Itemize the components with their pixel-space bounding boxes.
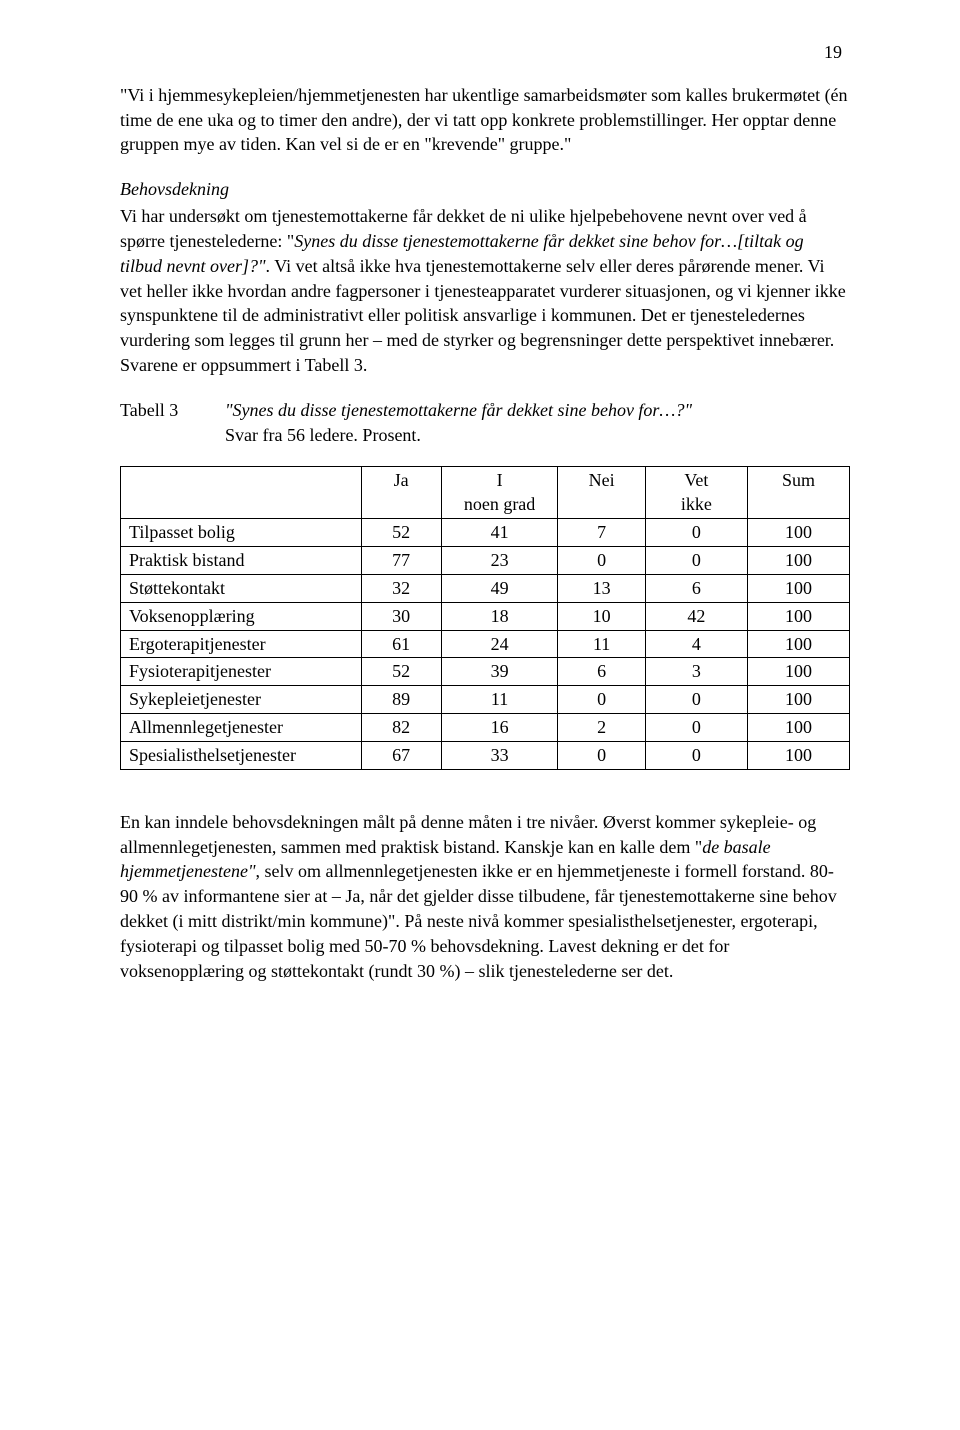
table-num-cell: 11 <box>558 630 645 658</box>
table-num-cell: 42 <box>645 602 747 630</box>
table-num-cell: 11 <box>441 686 558 714</box>
table-header-cell: Nei <box>558 466 645 519</box>
table-num-cell: 0 <box>645 714 747 742</box>
page-number: 19 <box>120 40 850 65</box>
table-num-cell: 6 <box>645 574 747 602</box>
table-num-cell: 13 <box>558 574 645 602</box>
table-num-cell: 3 <box>645 658 747 686</box>
table-row: Ergoterapitjenester6124114100 <box>121 630 850 658</box>
table-num-cell: 67 <box>361 741 441 769</box>
table-num-cell: 6 <box>558 658 645 686</box>
table-num-cell: 32 <box>361 574 441 602</box>
table-num-cell: 18 <box>441 602 558 630</box>
table-num-cell: 30 <box>361 602 441 630</box>
table-header-cell: Vetikke <box>645 466 747 519</box>
table-row: Støttekontakt3249136100 <box>121 574 850 602</box>
table-header-cell <box>121 466 362 519</box>
table-caption-italic: "Synes du disse tjenestemottakerne får d… <box>225 400 692 420</box>
section-heading: Behovsdekning <box>120 177 850 202</box>
table-label: Tabell 3 <box>120 398 225 448</box>
table-num-cell: 100 <box>747 602 849 630</box>
table-label-cell: Fysioterapitjenester <box>121 658 362 686</box>
table-num-cell: 10 <box>558 602 645 630</box>
table-label-cell: Spesialisthelsetjenester <box>121 741 362 769</box>
table-row: Spesialisthelsetjenester673300100 <box>121 741 850 769</box>
data-table: JaInoen gradNeiVetikkeSum Tilpasset boli… <box>120 466 850 770</box>
table-row: Voksenopplæring30181042100 <box>121 602 850 630</box>
table-num-cell: 0 <box>558 547 645 575</box>
table-num-cell: 0 <box>645 686 747 714</box>
table-num-cell: 52 <box>361 519 441 547</box>
table-num-cell: 7 <box>558 519 645 547</box>
table-header-cell: Inoen grad <box>441 466 558 519</box>
table-num-cell: 0 <box>558 686 645 714</box>
table-num-cell: 100 <box>747 630 849 658</box>
table-label-cell: Støttekontakt <box>121 574 362 602</box>
table-num-cell: 100 <box>747 574 849 602</box>
quote-paragraph: "Vi i hjemmesykepleien/hjemmetjenesten h… <box>120 83 850 157</box>
table-num-cell: 52 <box>361 658 441 686</box>
table-row: Tilpasset bolig524170100 <box>121 519 850 547</box>
table-row: Fysioterapitjenester523963100 <box>121 658 850 686</box>
table-num-cell: 41 <box>441 519 558 547</box>
table-num-cell: 23 <box>441 547 558 575</box>
table-label-cell: Voksenopplæring <box>121 602 362 630</box>
table-header-row: JaInoen gradNeiVetikkeSum <box>121 466 850 519</box>
table-num-cell: 4 <box>645 630 747 658</box>
table-caption-rest: Svar fra 56 ledere. Prosent. <box>225 425 421 445</box>
table-num-cell: 77 <box>361 547 441 575</box>
table-label-cell: Ergoterapitjenester <box>121 630 362 658</box>
table-body: Tilpasset bolig524170100Praktisk bistand… <box>121 519 850 769</box>
table-num-cell: 82 <box>361 714 441 742</box>
table-num-cell: 100 <box>747 658 849 686</box>
table-header-cell: Ja <box>361 466 441 519</box>
table-label-cell: Tilpasset bolig <box>121 519 362 547</box>
table-num-cell: 100 <box>747 714 849 742</box>
table-num-cell: 100 <box>747 741 849 769</box>
table-num-cell: 100 <box>747 547 849 575</box>
table-num-cell: 100 <box>747 519 849 547</box>
table-num-cell: 33 <box>441 741 558 769</box>
table-num-cell: 0 <box>645 741 747 769</box>
table-num-cell: 89 <box>361 686 441 714</box>
table-caption: Tabell 3 "Synes du disse tjenestemottake… <box>120 398 850 448</box>
table-num-cell: 0 <box>645 519 747 547</box>
table-label-cell: Praktisk bistand <box>121 547 362 575</box>
table-num-cell: 24 <box>441 630 558 658</box>
table-header-cell: Sum <box>747 466 849 519</box>
table-row: Allmennlegetjenester821620100 <box>121 714 850 742</box>
table-num-cell: 0 <box>645 547 747 575</box>
closing-paragraph: En kan inndele behovsdekningen målt på d… <box>120 810 850 984</box>
table-num-cell: 100 <box>747 686 849 714</box>
table-label-cell: Sykepleietjenester <box>121 686 362 714</box>
table-row: Sykepleietjenester891100100 <box>121 686 850 714</box>
body-paragraph: Vi har undersøkt om tjenestemottakerne f… <box>120 204 850 378</box>
table-label-cell: Allmennlegetjenester <box>121 714 362 742</box>
table-num-cell: 49 <box>441 574 558 602</box>
table-num-cell: 2 <box>558 714 645 742</box>
table-num-cell: 39 <box>441 658 558 686</box>
table-num-cell: 61 <box>361 630 441 658</box>
table-row: Praktisk bistand772300100 <box>121 547 850 575</box>
table-num-cell: 16 <box>441 714 558 742</box>
table-num-cell: 0 <box>558 741 645 769</box>
